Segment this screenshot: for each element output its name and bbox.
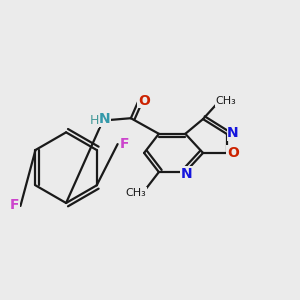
Text: O: O xyxy=(227,146,239,160)
Text: H: H xyxy=(89,114,99,127)
Text: F: F xyxy=(10,198,19,212)
Text: CH₃: CH₃ xyxy=(216,96,236,106)
Text: O: O xyxy=(138,94,150,107)
Text: F: F xyxy=(119,137,129,151)
Text: CH₃: CH₃ xyxy=(125,188,146,198)
Text: N: N xyxy=(98,112,110,126)
Text: N: N xyxy=(227,126,239,140)
Text: N: N xyxy=(180,167,192,181)
